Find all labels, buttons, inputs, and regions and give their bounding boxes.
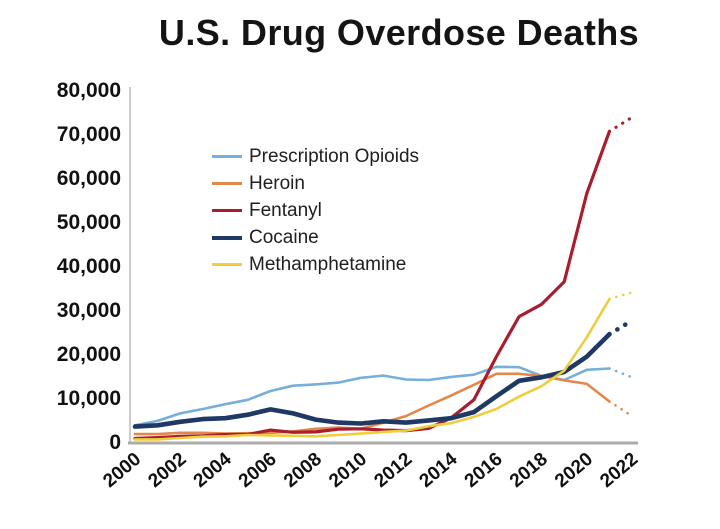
series-line-prescription-opioids <box>133 365 611 427</box>
y-axis-label: 20,000 <box>57 343 121 366</box>
legend-item-cocaine: Cocaine <box>212 224 419 251</box>
legend-swatch-cocaine <box>212 235 242 240</box>
x-axis-label: 2016 <box>461 449 507 492</box>
legend-item-fentanyl: Fentanyl <box>212 197 419 224</box>
legend-swatch-prescription-opioids <box>212 155 242 158</box>
series-line-dotted-methamphetamine <box>608 291 634 301</box>
y-axis-label: 30,000 <box>57 299 121 322</box>
x-axis-label: 2022 <box>596 449 642 492</box>
legend-label: Cocaine <box>249 226 319 248</box>
x-axis-label: 2010 <box>325 449 371 492</box>
x-axis-label: 2020 <box>551 449 597 492</box>
y-axis-label: 40,000 <box>57 255 121 278</box>
legend-swatch-methamphetamine <box>212 263 242 266</box>
series-line-dotted-cocaine <box>607 318 635 337</box>
x-axis-label: 2008 <box>280 449 326 492</box>
series-line-heroin <box>133 372 611 436</box>
x-axis-label: 2000 <box>99 449 145 492</box>
chart-title: U.S. Drug Overdose Deaths <box>158 12 640 53</box>
x-axis-label: 2002 <box>145 449 191 492</box>
legend-label: Prescription Opioids <box>249 145 420 167</box>
y-axis-label: 60,000 <box>57 167 121 190</box>
legend: Prescription Opioids Heroin Fentanyl Cocain… <box>212 143 419 278</box>
x-axis-label: 2012 <box>370 449 416 492</box>
legend-item-heroin: Heroin <box>212 170 419 197</box>
series-line-methamphetamine <box>133 297 611 441</box>
series-line-dotted-heroin <box>608 400 634 418</box>
y-axis-label: 10,000 <box>57 387 121 410</box>
legend-label: Heroin <box>249 172 305 194</box>
legend-swatch-heroin <box>212 182 242 185</box>
legend-item-prescription-opioids: Prescription Opioids <box>212 143 419 170</box>
legend-item-methamphetamine: Methamphetamine <box>212 251 419 278</box>
legend-label: Fentanyl <box>249 199 322 221</box>
x-axis-label: 2004 <box>190 448 236 492</box>
legend-swatch-fentanyl <box>212 209 242 212</box>
y-axis-label: 50,000 <box>57 211 121 234</box>
y-axis-label: 70,000 <box>57 123 121 146</box>
x-axis-label: 2006 <box>235 449 281 492</box>
series-line-dotted-prescription-opioids <box>608 367 634 379</box>
series-line-fentanyl <box>133 129 611 441</box>
y-axis-label: 0 <box>109 431 121 454</box>
y-axis-label: 80,000 <box>57 79 121 102</box>
legend-label: Methamphetamine <box>249 253 407 275</box>
x-axis-label: 2018 <box>506 449 552 492</box>
series-line-cocaine <box>132 331 612 429</box>
series-line-dotted-fentanyl <box>607 115 634 133</box>
x-axis-label: 2014 <box>416 448 462 492</box>
